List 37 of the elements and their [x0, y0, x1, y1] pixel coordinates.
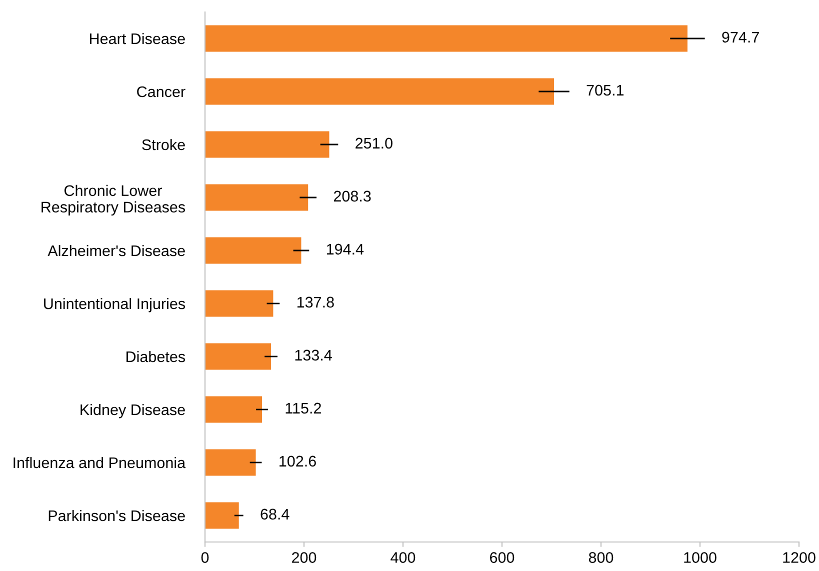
- bar: [205, 502, 239, 529]
- bar: [205, 290, 274, 317]
- bar: [205, 237, 302, 264]
- y-tick-label: Kidney Disease: [80, 404, 185, 418]
- data-label: 102.6: [280, 456, 316, 467]
- y-tick-label: Stroke: [142, 138, 185, 150]
- x-tick-label: 1000: [684, 552, 716, 563]
- bar: [205, 184, 308, 211]
- data-label: 133.4: [295, 350, 332, 361]
- bar: [205, 396, 262, 423]
- bar: [205, 449, 256, 476]
- data-label: 194.4: [326, 244, 364, 255]
- x-tick-label: 1200: [783, 552, 816, 563]
- y-tick-label: Alzheimer's Disease: [48, 244, 185, 256]
- x-tick-label: 0: [201, 552, 209, 563]
- data-label: 251.0: [356, 138, 392, 149]
- bar: [205, 131, 330, 158]
- x-tick-label: 600: [490, 552, 514, 563]
- y-tick-label: Cancer: [137, 86, 186, 98]
- bar: [205, 78, 554, 105]
- y-tick-label: Unintentional Injuries: [44, 298, 186, 312]
- y-tick-label: Chronic Lower Respiratory Diseases: [42, 184, 186, 216]
- x-tick-label: 200: [292, 552, 316, 563]
- data-label: 137.8: [297, 296, 334, 308]
- x-tick-label: 400: [390, 552, 416, 563]
- data-label: 68.4: [260, 508, 290, 520]
- bar: [205, 343, 272, 370]
- data-label: 974.7: [722, 32, 759, 43]
- bar: [205, 25, 688, 52]
- y-tick-label: Influenza and Pneumonia: [14, 456, 186, 468]
- x-tick-label: 800: [588, 552, 614, 563]
- data-label: 705.1: [586, 84, 624, 96]
- y-tick-label: Diabetes: [126, 350, 186, 362]
- data-label: 208.3: [334, 190, 371, 202]
- data-label: 115.2: [286, 402, 321, 414]
- y-tick-label: Parkinson's Disease: [48, 510, 185, 522]
- y-tick-label: Heart Disease: [90, 32, 185, 44]
